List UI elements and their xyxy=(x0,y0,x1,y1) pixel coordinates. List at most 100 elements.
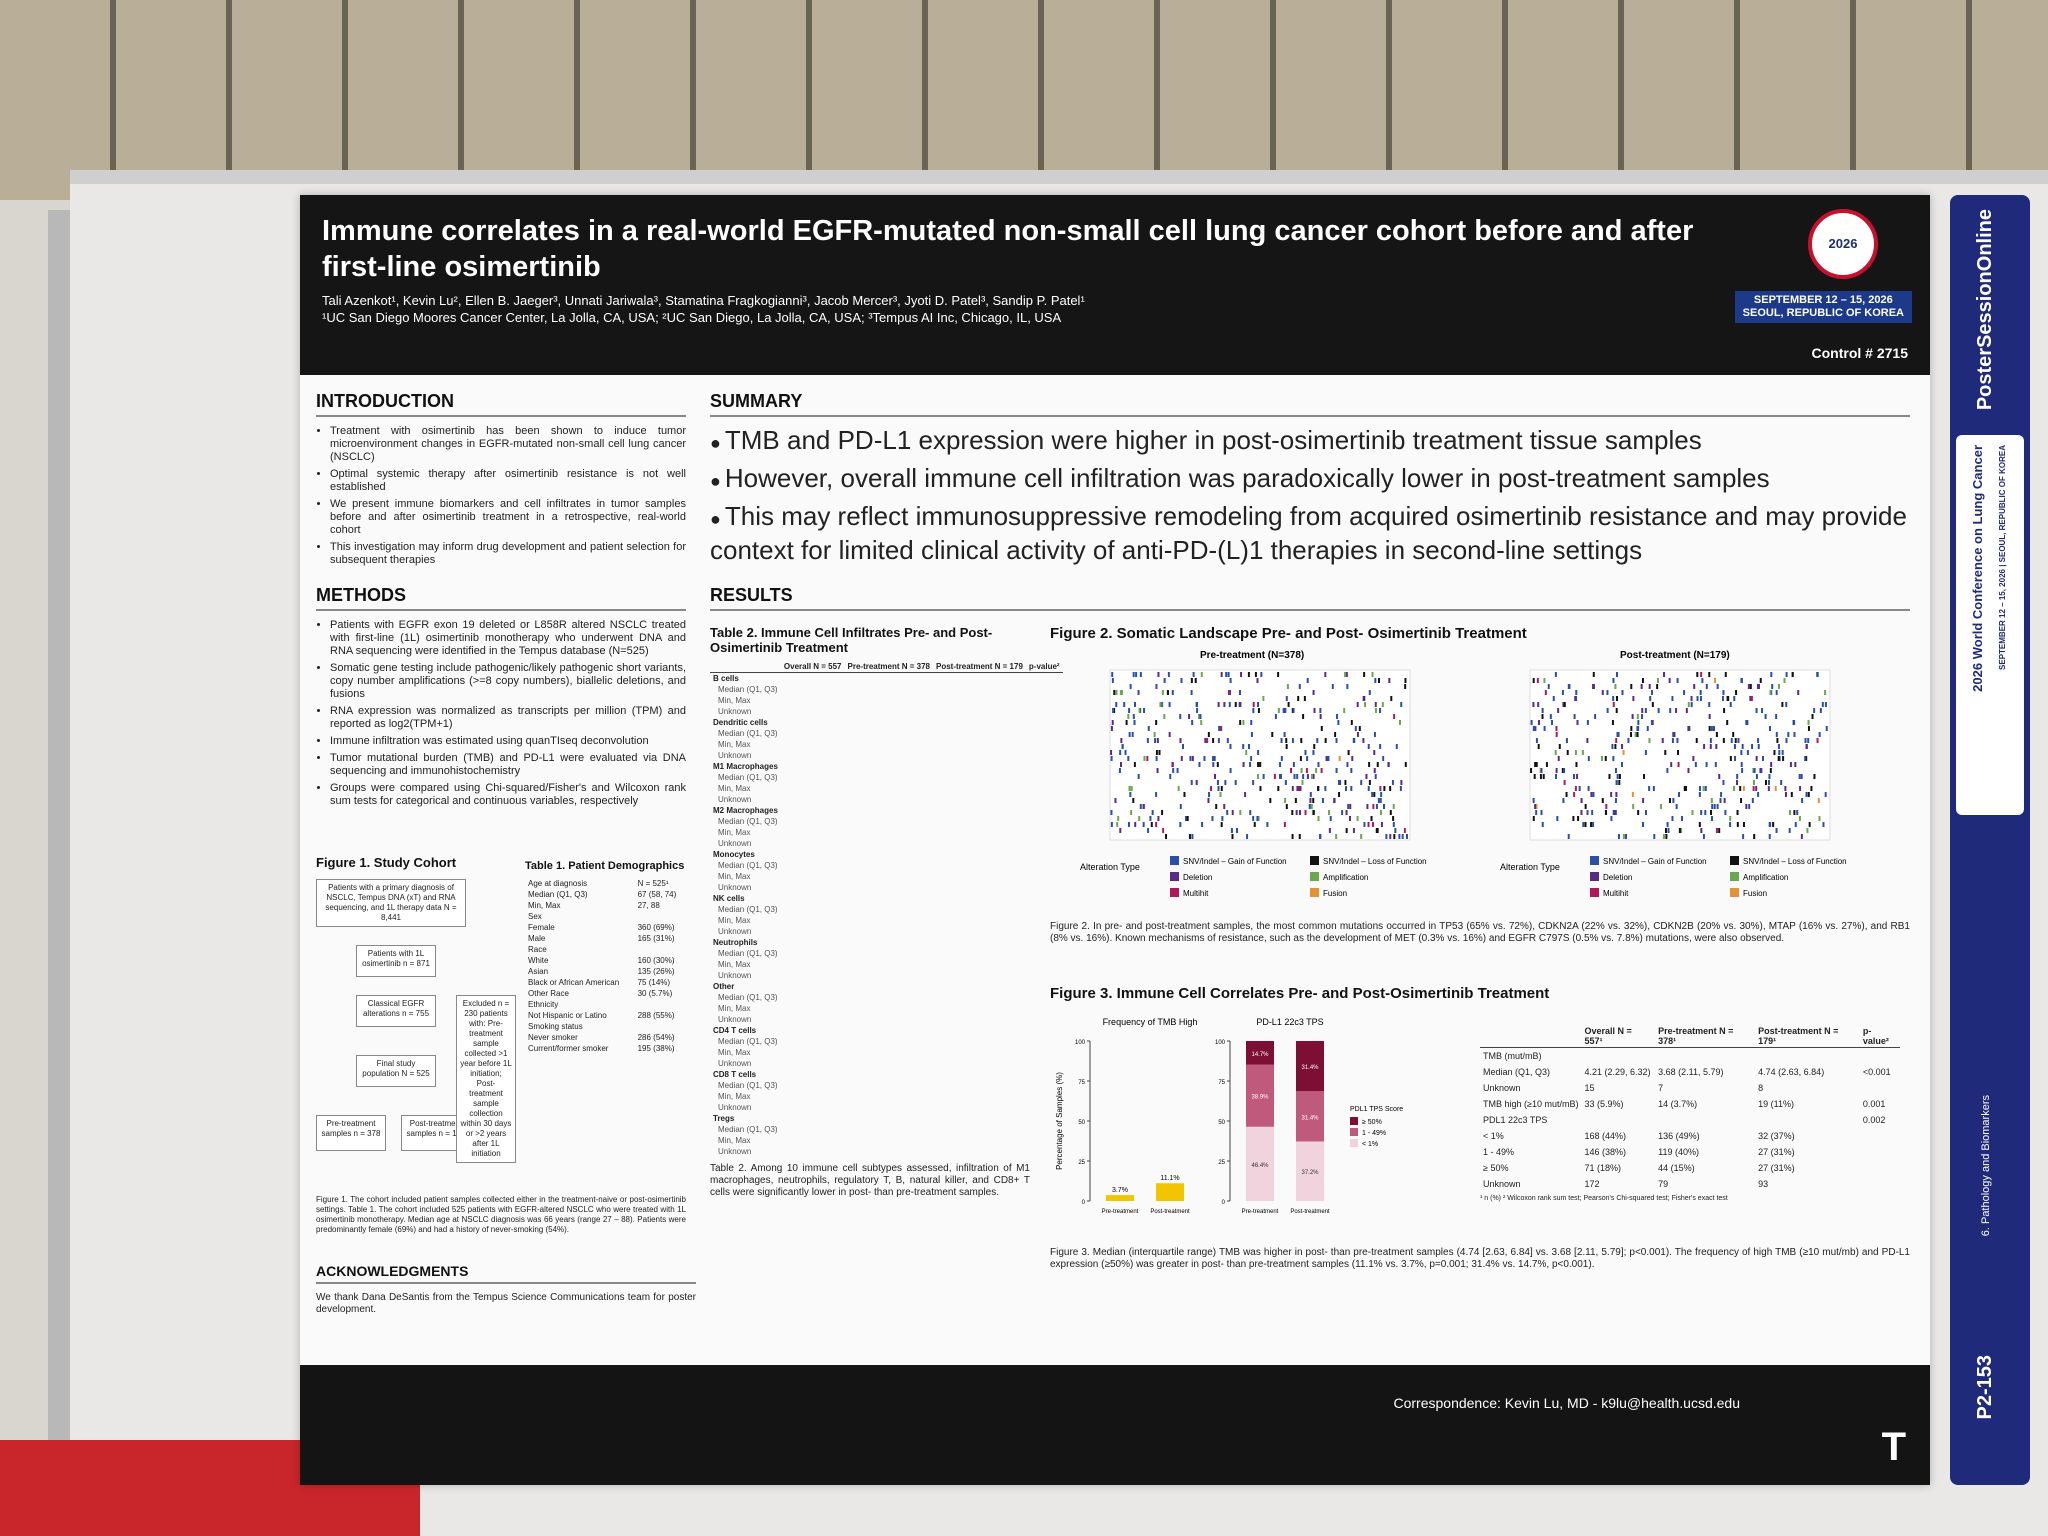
cell xyxy=(1614,798,1617,803)
cell xyxy=(1146,756,1149,761)
cell xyxy=(1684,786,1687,791)
cell xyxy=(1228,702,1231,707)
cell xyxy=(1755,708,1758,713)
cell xyxy=(1200,672,1203,677)
cell xyxy=(1737,738,1740,743)
cell xyxy=(1367,744,1370,749)
heading: Table 2. Immune Cell Infiltrates Pre- an… xyxy=(710,625,993,655)
cell xyxy=(1622,834,1625,839)
cell xyxy=(1293,774,1296,779)
table: Age at diagnosis N = 525¹ Median (Q1, Q3) 6… xyxy=(525,878,685,1054)
cell xyxy=(1620,762,1623,767)
bullet: Somatic gene testing include pathogenic/… xyxy=(330,662,686,701)
cell xyxy=(1712,726,1715,731)
cell xyxy=(1759,768,1762,773)
cell xyxy=(1119,690,1122,695)
cell xyxy=(1530,768,1533,773)
list: Patients with EGFR exon 19 deleted or L8… xyxy=(316,619,686,808)
sub-row: Min, Max xyxy=(710,1135,1063,1146)
cell xyxy=(1783,678,1786,683)
bullet: However, overall immune cell infiltratio… xyxy=(710,463,1910,497)
cell xyxy=(1304,810,1307,815)
cell xyxy=(1285,804,1288,809)
cell xyxy=(1112,708,1115,713)
cell xyxy=(1324,672,1327,677)
cell xyxy=(1636,714,1639,719)
cell xyxy=(1315,768,1318,773)
cell xyxy=(1757,792,1760,797)
cell xyxy=(1796,810,1799,815)
cell: 8 xyxy=(1758,1083,1764,1093)
cell xyxy=(1573,714,1576,719)
cell xyxy=(1710,810,1713,815)
cell xyxy=(1777,756,1780,761)
sub-label: Unknown xyxy=(718,971,752,980)
cell xyxy=(1723,708,1726,713)
cell xyxy=(1373,732,1376,737)
sub-label: Min, Max xyxy=(718,960,751,969)
cell xyxy=(1338,756,1341,761)
brand: PosterSessionOnline xyxy=(1974,209,1996,411)
group-label: B cells xyxy=(713,674,739,683)
y-tick-label: 25 xyxy=(1218,1160,1225,1166)
row: Black or African American 75 (14%) xyxy=(525,977,685,988)
cell xyxy=(1784,792,1787,797)
cell xyxy=(1155,684,1158,689)
cell xyxy=(1581,750,1584,755)
cell xyxy=(1370,816,1373,821)
cell xyxy=(1762,756,1765,761)
cell xyxy=(1198,762,1201,767)
cell xyxy=(1791,672,1794,677)
cell xyxy=(1274,714,1277,719)
cell xyxy=(1394,828,1397,833)
cell xyxy=(1256,816,1259,821)
cell xyxy=(1805,744,1808,749)
legend-label: Fusion xyxy=(1323,889,1347,898)
cell: 168 (44%) xyxy=(1584,1131,1626,1141)
value-label: 37.2% xyxy=(1301,1170,1319,1176)
conference-panel: 2026 World Conference on Lung Cancer SEP… xyxy=(1956,435,2024,815)
poster: Immune correlates in a real-world EGFR-m… xyxy=(300,195,1930,1485)
caption: Table 2. Among 10 immune cell subtypes a… xyxy=(710,1163,1030,1198)
bullet: TMB and PD-L1 expression were higher in … xyxy=(710,425,1910,459)
cell xyxy=(1749,684,1752,689)
cell xyxy=(1375,804,1378,809)
cell xyxy=(1615,792,1618,797)
cell: Asian xyxy=(528,967,549,976)
cell xyxy=(1216,780,1219,785)
cell xyxy=(1368,690,1371,695)
cell xyxy=(1582,822,1585,827)
cell xyxy=(1740,678,1743,683)
legend-swatch xyxy=(1170,888,1179,897)
cell xyxy=(1720,792,1723,797)
group-label: CD4 T cells xyxy=(713,1026,757,1035)
cell xyxy=(1365,774,1368,779)
cell xyxy=(1239,810,1242,815)
cell xyxy=(1204,738,1207,743)
cell xyxy=(1341,810,1344,815)
y-tick-label: 100 xyxy=(1075,1040,1086,1046)
cell xyxy=(1790,792,1793,797)
cell xyxy=(1129,684,1132,689)
cell xyxy=(1642,798,1645,803)
cell xyxy=(1768,834,1771,839)
cell xyxy=(1704,786,1707,791)
flow-box: Classical EGFR alterations n = 755 xyxy=(356,995,436,1027)
cell xyxy=(635,999,685,1010)
cell xyxy=(1755,774,1758,779)
cell xyxy=(1535,762,1538,767)
control-number: Control # 2715 xyxy=(1811,345,1908,361)
cell: White xyxy=(528,956,549,965)
cell xyxy=(1612,810,1615,815)
cell xyxy=(1759,678,1762,683)
group-label: M1 Macrophages xyxy=(713,762,778,771)
cell xyxy=(1401,834,1404,839)
legend-swatch xyxy=(1310,856,1319,865)
cell xyxy=(1586,720,1589,725)
legend-label: Fusion xyxy=(1743,889,1767,898)
flow-box: Patients with a primary diagnosis of NSC… xyxy=(316,879,466,927)
group-label: Other xyxy=(713,982,735,991)
cell: Unknown xyxy=(1483,1179,1521,1189)
cell xyxy=(1746,750,1749,755)
cell xyxy=(1356,816,1359,821)
